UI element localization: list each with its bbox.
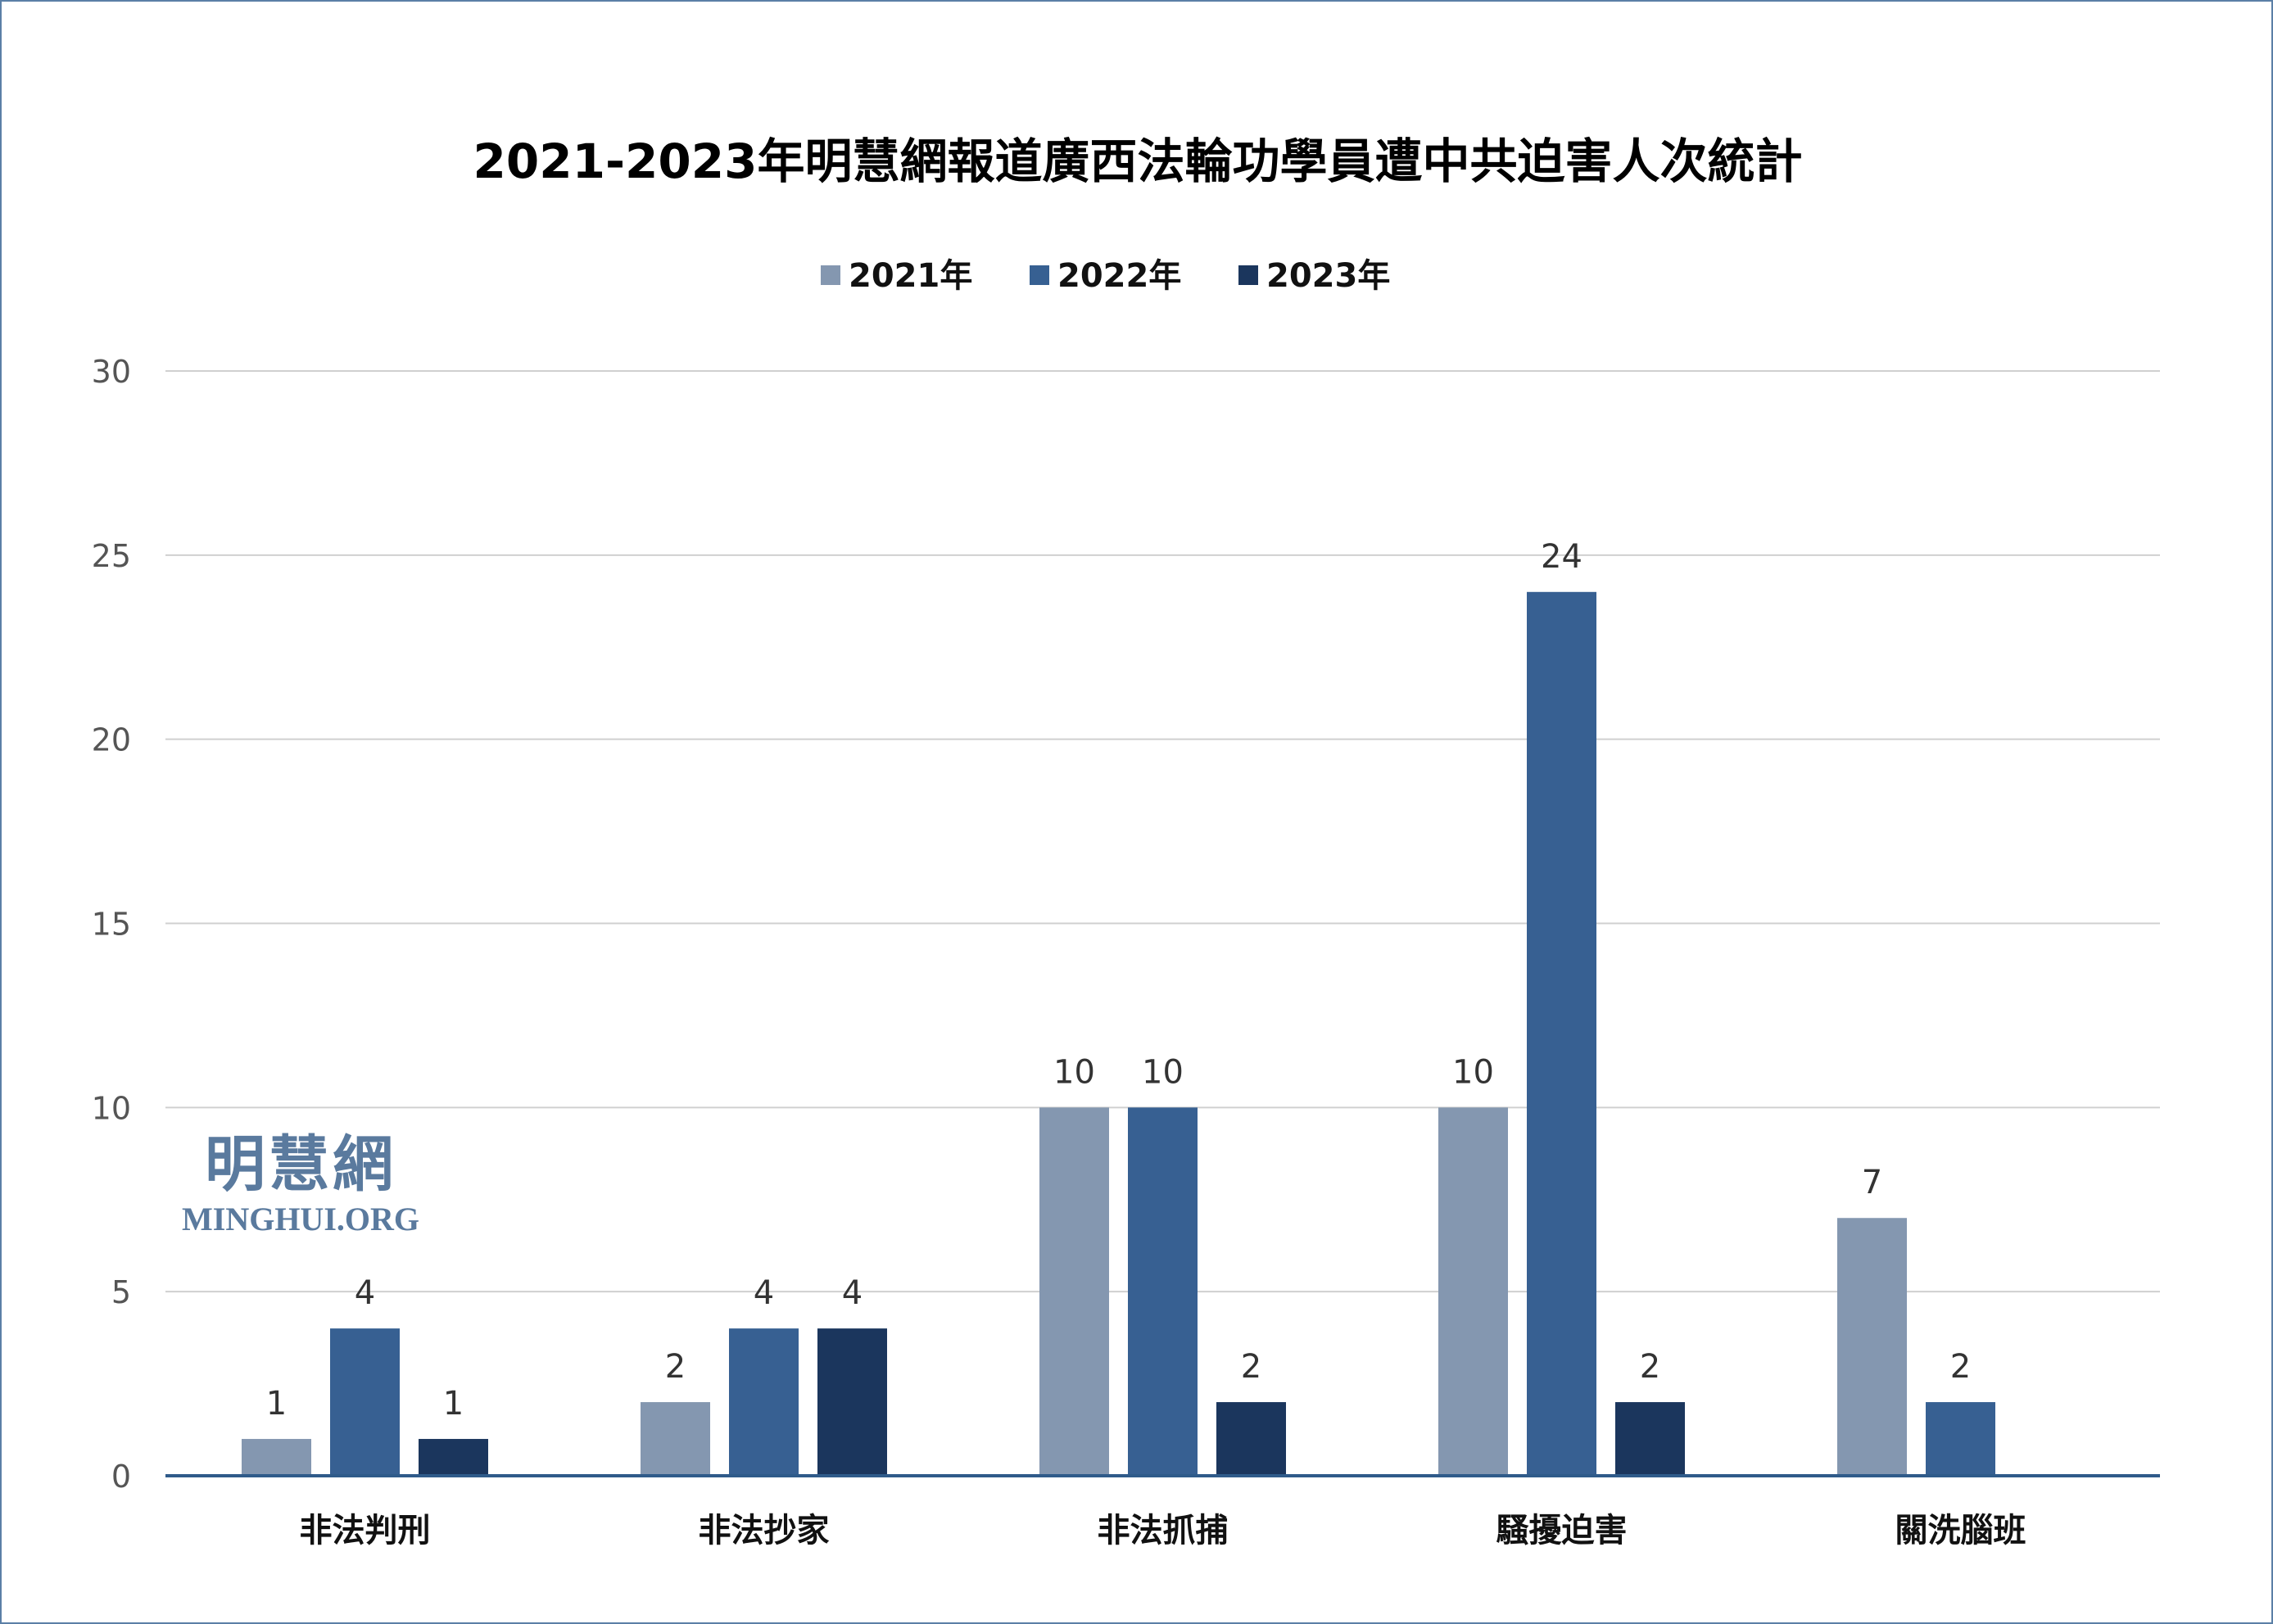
bar [729, 1328, 799, 1476]
chart-title: 2021-2023年明慧網報道廣西法輪功學員遭中共迫害人次統計 [473, 133, 1803, 189]
x-tick-label: 非法抄家 [699, 1512, 830, 1549]
legend-swatch-2021年 [821, 265, 840, 285]
bar [419, 1439, 488, 1476]
bar [1837, 1218, 1907, 1476]
minghui-watermark: 明慧網 MINGHUI.ORG [182, 1128, 419, 1237]
data-label: 2 [1241, 1348, 1261, 1386]
bar [1926, 1402, 1995, 1476]
legend-label: 2023年 [1266, 257, 1390, 295]
bar [330, 1328, 400, 1476]
y-tick-label: 10 [92, 1090, 131, 1126]
bar [242, 1439, 311, 1476]
bar [1438, 1107, 1508, 1476]
data-label: 2 [1950, 1348, 1971, 1386]
x-tick-label: 非法抓捕 [1098, 1512, 1229, 1549]
y-tick-label: 20 [92, 722, 131, 758]
data-label: 4 [754, 1274, 774, 1312]
x-tick-label: 關洗腦班 [1895, 1512, 2026, 1549]
gridlines: 0 5 10 15 20 25 30 [92, 354, 2160, 1495]
y-tick-label: 5 [111, 1274, 131, 1310]
watermark-chinese: 明慧網 [205, 1129, 396, 1200]
y-tick-label: 15 [92, 907, 131, 943]
data-label: 4 [355, 1274, 375, 1312]
x-axis: 非法判刑 非法抄家 非法抓捕 騷擾迫害 關洗腦班 [165, 1474, 2160, 1549]
data-label: 10 [1142, 1053, 1184, 1091]
legend-label: 2021年 [849, 257, 972, 295]
data-label: 4 [842, 1274, 863, 1312]
data-label: 10 [1452, 1053, 1494, 1091]
data-label: 7 [1862, 1164, 1882, 1201]
x-tick-label: 騷擾迫害 [1496, 1512, 1628, 1549]
x-tick-label: 非法判刑 [300, 1512, 431, 1549]
data-label: 10 [1053, 1053, 1095, 1091]
data-label: 1 [266, 1385, 287, 1423]
data-label: 24 [1541, 538, 1582, 576]
data-label: 2 [665, 1348, 686, 1386]
bar [641, 1402, 710, 1476]
legend-swatch-2023年 [1238, 265, 1258, 285]
data-label: 1 [443, 1385, 464, 1423]
bar [1039, 1107, 1109, 1476]
y-tick-label: 0 [111, 1459, 131, 1495]
bar [817, 1328, 887, 1476]
watermark-english: MINGHUI.ORG [182, 1201, 419, 1237]
legend: 2021年 2022年 2023年 [821, 257, 1390, 295]
legend-swatch-2022年 [1030, 265, 1049, 285]
y-tick-label: 25 [92, 538, 131, 574]
data-label: 2 [1640, 1348, 1660, 1386]
y-tick-label: 30 [92, 354, 131, 390]
bar [1615, 1402, 1685, 1476]
bar [1527, 591, 1596, 1476]
bar [1216, 1402, 1286, 1476]
bar [1128, 1107, 1198, 1476]
legend-label: 2022年 [1057, 257, 1181, 295]
